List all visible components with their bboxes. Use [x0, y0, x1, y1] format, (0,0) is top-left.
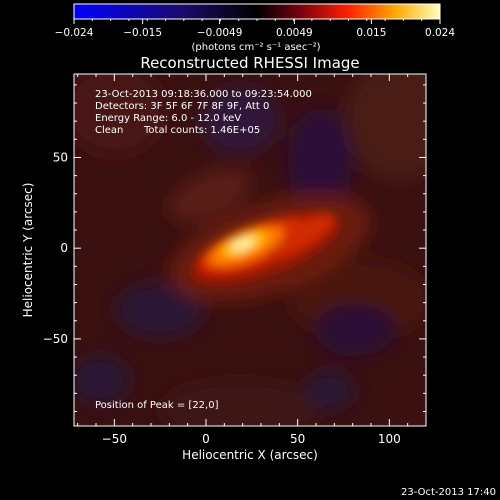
- annotation-peak: Position of Peak = [22,0]: [95, 400, 219, 411]
- x-tick-label: 50: [290, 432, 305, 446]
- annotation-detectors: Detectors: 3F 5F 6F 7F 8F 9F, Att 0: [95, 101, 269, 112]
- annotation-time-range: 23-Oct-2013 09:18:36.000 to 09:23:54.000: [95, 89, 312, 100]
- annotation-energy-range: Energy Range: 6.0 - 12.0 keV: [95, 113, 241, 124]
- x-tick-label: −50: [102, 432, 127, 446]
- colorbar-tick-label: −0.0049: [197, 27, 243, 39]
- x-tick-label: 0: [202, 432, 210, 446]
- colorbar-tick-label: 0.0049: [276, 27, 313, 39]
- colorbar-tick-label: −0.024: [55, 27, 94, 39]
- x-tick-label: 100: [378, 432, 401, 446]
- y-axis-label: Heliocentric Y (arcsec): [21, 183, 35, 318]
- colorbar: [73, 3, 441, 20]
- heatmap-image: [74, 74, 426, 426]
- colorbar-unit-label: (photons cm⁻² s⁻¹ asec⁻²): [191, 42, 320, 53]
- x-axis-label: Heliocentric X (arcsec): [182, 448, 318, 462]
- colorbar-tick-label: 0.015: [356, 27, 386, 39]
- chart-title: Reconstructed RHESSI Image: [140, 54, 359, 72]
- y-tick-label: −50: [43, 332, 68, 346]
- y-tick-label: 0: [60, 241, 68, 255]
- colorbar-tick-label: 0.024: [425, 27, 455, 39]
- colorbar-tick-label: −0.015: [123, 27, 162, 39]
- y-tick-label: 50: [53, 150, 68, 164]
- footer-timestamp: 23-Oct-2013 17:40: [401, 487, 496, 498]
- axis-ticks: −50 0 50 100 −50 0 50: [43, 74, 427, 446]
- annotation-clean: Clean: [95, 125, 123, 136]
- annotation-total-counts: Total counts: 1.46E+05: [143, 125, 260, 136]
- colorbar-ticks: −0.024 −0.015 −0.0049 0.0049 0.015 0.024: [55, 19, 455, 39]
- plot-frame: [73, 73, 427, 427]
